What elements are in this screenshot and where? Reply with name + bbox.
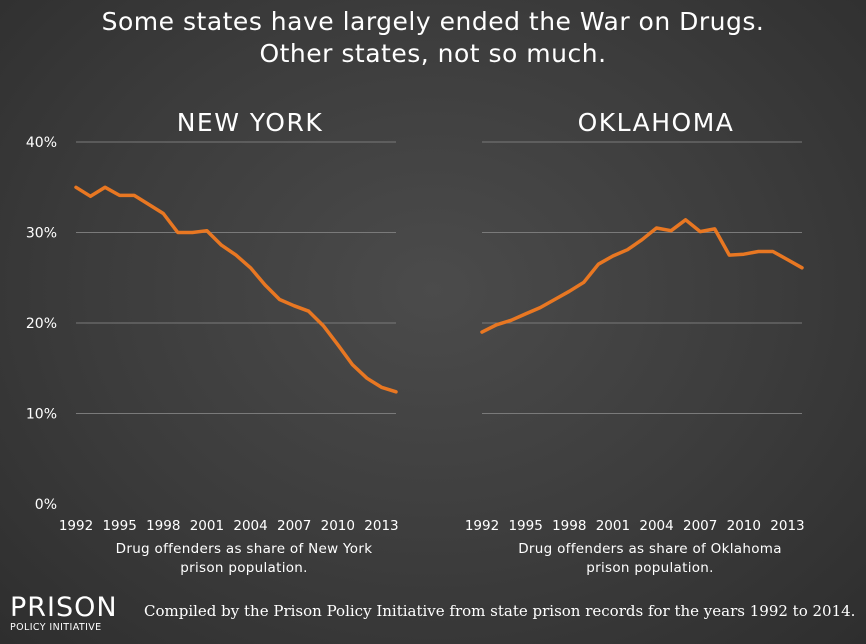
chart-caption-line: prison population.: [586, 560, 714, 576]
panel-title-new-york: NEW YORK: [177, 108, 324, 137]
x-tick-label: 1992: [59, 518, 93, 534]
y-tick-label: 40%: [26, 135, 57, 151]
chart-new-york: NEW YORK 40% 30% 20% 10% 0%1992 1995 1998 2001 20…: [26, 108, 399, 576]
series-line-oklahoma: [480, 218, 804, 334]
brand-line-2: POLICY INITIATIVE: [10, 622, 102, 633]
x-tick-label: 2010: [727, 518, 761, 534]
series-line-new-york: [74, 185, 398, 394]
y-tick-label: 30%: [26, 226, 57, 242]
chart-caption-line: Drug offenders as share of Oklahoma: [518, 541, 782, 557]
x-tick-label: 1998: [146, 518, 180, 534]
y-tick-label: 0%: [35, 497, 57, 513]
brand-logo: PRISON POLICY INITIATIVE: [10, 594, 118, 634]
y-tick-label: 10%: [26, 407, 57, 423]
chart-caption-line: prison population.: [180, 560, 308, 576]
chart-title: Some states have largely ended the War o…: [0, 6, 866, 70]
x-tick-label: 2010: [321, 518, 355, 534]
x-tick-label: 1995: [102, 518, 136, 534]
x-tick-label: 2013: [770, 518, 804, 534]
panel-title-oklahoma: OKLAHOMA: [578, 108, 735, 137]
x-tick-label: 2004: [233, 518, 267, 534]
credit-text: Compiled by the Prison Policy Initiative…: [144, 602, 856, 620]
brand-line-1: PRISON: [10, 592, 118, 623]
x-tick-label: 1992: [465, 518, 499, 534]
title-line-2: Other states, not so much.: [259, 39, 607, 68]
x-tick-label: 2013: [364, 518, 398, 534]
x-tick-label: 2004: [639, 518, 673, 534]
x-tick-label: 2007: [683, 518, 717, 534]
x-tick-label: 2001: [596, 518, 630, 534]
x-tick-label: 1995: [508, 518, 542, 534]
chart-oklahoma: OKLAHOMA 1992 1995 1998 2001 2004 2007 2010 2013…: [465, 108, 805, 576]
title-line-1: Some states have largely ended the War o…: [101, 7, 765, 36]
y-tick-label: 20%: [26, 316, 57, 332]
x-tick-label: 2007: [277, 518, 311, 534]
x-tick-label: 1998: [552, 518, 586, 534]
chart-caption-line: Drug offenders as share of New York: [116, 541, 373, 557]
x-tick-label: 2001: [190, 518, 224, 534]
